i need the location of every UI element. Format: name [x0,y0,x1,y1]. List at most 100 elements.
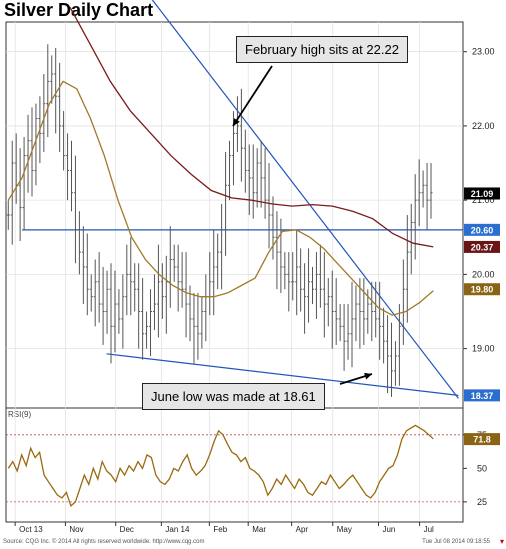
rsi-y-tick-label: 25 [477,497,487,507]
price-badge-label: 20.60 [471,225,494,235]
price-bar [307,248,311,323]
price-badge-bg [464,389,500,402]
price-badge-bg [464,240,500,253]
price-bar [117,289,121,334]
x-tick-label: May [337,525,352,534]
price-bar [267,163,271,249]
rsi-line [7,424,434,508]
price-bar [149,289,153,357]
x-tick-label: Feb [213,525,227,534]
price-badge-bg [464,283,500,296]
moving-averages [7,6,434,316]
price-badge-label: 20.37 [471,242,494,252]
price-bar [393,341,397,386]
price-bar [133,263,137,312]
price-bar [378,281,382,360]
x-tick-label: Oct 13 [19,525,43,534]
price-bar [58,62,62,152]
rsi-label: RSI(9) [8,410,31,419]
price-bar [338,304,342,342]
arrow-june-low [339,372,373,385]
price-bar [168,226,172,308]
price-bar [156,244,160,338]
y-tick-label: 22.00 [472,121,495,131]
price-bar [374,281,378,338]
price-badge: 19.80 [464,283,500,296]
price-bars [6,44,433,397]
price-bar [188,285,192,342]
price-bar [200,296,204,349]
price-badge: 18.37 [464,389,500,402]
price-bar [129,237,133,316]
price-bar [152,274,156,331]
footer-source: Source: CQG Inc. © 2014 All rights reser… [3,539,205,545]
price-bar [22,137,26,230]
price-bar [263,148,267,219]
price-bar [109,263,113,364]
price-bar [69,140,73,212]
price-bar [216,233,220,290]
price-bar [224,151,228,256]
annotation-june-low: June low was made at 18.61 [142,383,325,410]
price-badge: 20.37 [464,240,500,253]
price-bar [66,133,70,201]
price-badges: 21.09 20.60 20.37 19.80 18.37 71.8 [464,187,500,446]
price-bar [342,304,346,371]
x-tick-label: Apr [296,525,309,534]
price-bar [239,88,243,182]
price-badge: 21.09 [464,187,500,200]
price-bar [299,248,303,312]
main-panel [5,21,464,409]
arrow-feb-high [232,65,273,127]
price-bar [89,274,93,312]
price-bar [34,103,38,186]
price-bar [184,252,188,338]
grid [6,22,463,522]
price-bar [350,281,354,368]
rsi-badge: 71.8 [464,433,500,446]
price-bar [6,200,10,230]
price-bar [220,203,224,290]
price-bar [251,144,255,219]
x-tick-label: Jun [382,525,395,534]
price-bar [50,55,54,104]
price-bar [330,270,334,349]
price-bar [303,263,307,334]
price-bar [397,304,401,386]
price-bar [382,307,386,364]
price-bar [275,211,279,290]
price-bar [318,244,322,308]
price-bar [180,252,184,308]
price-bar [287,252,291,312]
price-bar [196,292,200,360]
price-bar [386,315,390,394]
price-bar [121,274,125,349]
price-bar [26,114,30,193]
footer-timestamp: Tue Jul 08 2014 09:18:55 [422,539,490,545]
main-panel-border [5,21,464,409]
x-tick-label: Nov [69,525,83,534]
price-bar [358,278,362,349]
price-bar [243,129,247,193]
price-bar [291,252,295,301]
price-bar [279,218,283,293]
price-bar [310,266,314,305]
price-bar [46,44,50,138]
price-bar [354,285,358,342]
chart-title: Silver Daily Chart [4,0,154,20]
annotation-arrows [232,65,373,385]
price-bar [235,96,239,152]
rsi-badge-label: 71.8 [473,435,491,445]
x-tick-label: Jan 14 [165,525,190,534]
price-badge-label: 19.80 [471,285,494,295]
price-bar [54,47,58,134]
y-tick-label: 21.00 [472,195,495,205]
rsi-panel: RSI(9) [5,407,464,523]
rsi-badge-bg [464,433,500,446]
price-bar [247,144,251,215]
price-bar [208,252,212,316]
price-bar [425,163,429,230]
price-bar [18,148,22,241]
arrow-feb-high-shaft [232,65,273,127]
price-bar [204,274,208,342]
